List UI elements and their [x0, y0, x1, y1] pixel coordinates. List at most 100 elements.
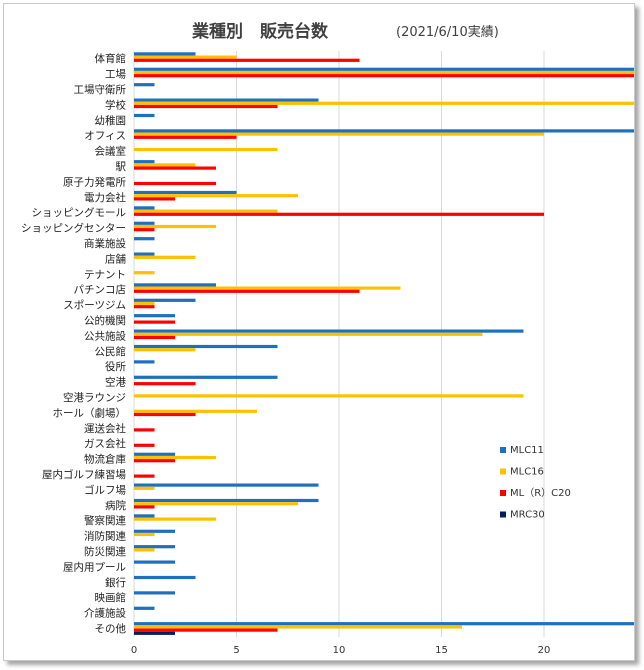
bar — [134, 252, 155, 256]
bar — [134, 575, 196, 580]
category-label: 屋内用プール — [63, 560, 126, 573]
bar — [134, 591, 175, 595]
bar — [134, 560, 175, 564]
legend-label: MLC16 — [510, 467, 544, 478]
bar — [134, 505, 155, 509]
bar — [134, 517, 216, 521]
bar — [134, 360, 155, 364]
bar — [134, 190, 237, 195]
bar — [134, 197, 175, 201]
bar — [134, 428, 155, 432]
bar — [134, 212, 544, 216]
legend-label: MLC11 — [510, 445, 544, 456]
category-label: 原子力発電所 — [63, 175, 126, 188]
category-label: 運送会社 — [84, 422, 126, 435]
category-label: ショッピングセンター — [21, 222, 126, 235]
category-label: その他 — [95, 622, 127, 635]
category-label: ゴルフ場 — [84, 483, 126, 496]
bar — [134, 271, 155, 275]
category-label: ガス会社 — [84, 437, 126, 450]
legend-swatch — [500, 447, 506, 453]
bar — [134, 529, 175, 533]
chart-title: 業種別 販売台数 — [192, 21, 329, 42]
bar — [134, 483, 319, 487]
bar — [134, 332, 483, 336]
bar — [134, 375, 278, 379]
category-label: スポーツジム — [63, 300, 126, 312]
legend-swatch — [500, 490, 506, 496]
bar — [134, 221, 155, 225]
bar — [134, 514, 155, 518]
category-label: 電力会社 — [84, 191, 126, 204]
category-label: 工場 — [105, 68, 126, 81]
category-label: 物流倉庫 — [84, 453, 126, 466]
bar — [134, 348, 196, 352]
bar — [134, 129, 634, 133]
bar — [134, 628, 278, 632]
category-label: 商業施設 — [84, 237, 126, 250]
bar — [134, 55, 237, 59]
bar — [134, 455, 216, 460]
bar — [134, 548, 155, 552]
category-label: 駅 — [116, 161, 127, 173]
bar — [134, 298, 196, 302]
chart-frame: 業種別 販売台数 (2021/6/10実績) 体育館 工場 工場守衛所 学校 幼稚園 オフ… — [3, 3, 635, 661]
category-label: 警察関連 — [84, 514, 126, 527]
bar — [134, 606, 155, 610]
bar — [134, 194, 298, 198]
category-label: 幼稚園 — [95, 114, 127, 127]
bar — [134, 344, 278, 349]
bar — [134, 160, 155, 164]
bar — [134, 135, 237, 139]
bar — [134, 70, 634, 75]
category-label: 公共施設 — [84, 329, 126, 342]
category-label: 銀行 — [105, 576, 126, 589]
category-label: 役所 — [105, 360, 126, 373]
bar — [134, 314, 175, 318]
bars — [134, 52, 634, 635]
bar — [134, 67, 634, 71]
bar — [134, 98, 319, 102]
legend-label: MRC30 — [510, 510, 545, 521]
category-label: テナント — [84, 269, 126, 281]
legend-swatch — [500, 511, 506, 518]
category-label: 体育館 — [95, 52, 127, 65]
bar — [134, 147, 278, 152]
bar — [134, 502, 298, 506]
category-labels: 体育館工場工場守衛所学校幼稚園オフィス会議室駅原子力発電所電力会社ショッピングモ… — [21, 52, 127, 635]
category-label: ショッピングモール — [32, 206, 127, 219]
bar — [134, 163, 196, 167]
x-tick-label: 5 — [233, 645, 239, 656]
bar — [134, 474, 155, 478]
bar — [134, 206, 155, 210]
bar — [134, 58, 360, 62]
bar — [134, 394, 524, 398]
category-label: 会議室 — [95, 145, 127, 158]
category-label: 公民館 — [95, 345, 127, 358]
bar — [134, 622, 634, 626]
bar — [134, 486, 155, 490]
chart-subtitle: (2021/6/10実績) — [396, 24, 499, 40]
category-label: 屋内ゴルフ練習場 — [42, 468, 126, 481]
bar — [134, 305, 155, 309]
category-label: ホール（劇場） — [53, 406, 127, 419]
legend: MLC11 MLC16 ML（R）C20 MRC30 — [500, 445, 571, 521]
bar — [134, 283, 216, 287]
bar — [134, 625, 462, 629]
bar — [134, 382, 196, 386]
x-tick-label: 0 — [131, 645, 137, 656]
category-label: オフィス — [84, 130, 126, 142]
category-label: 公的機関 — [84, 314, 126, 327]
bar — [134, 498, 319, 503]
bar — [134, 286, 401, 290]
category-label: 介護施設 — [84, 607, 126, 620]
bar — [134, 545, 175, 549]
category-label: 病院 — [105, 499, 126, 512]
bar — [134, 443, 155, 447]
category-label: 学校 — [105, 98, 126, 111]
bar — [134, 104, 278, 109]
bar — [134, 132, 544, 136]
bar — [134, 320, 175, 324]
bar — [134, 412, 196, 417]
bar — [134, 631, 175, 635]
